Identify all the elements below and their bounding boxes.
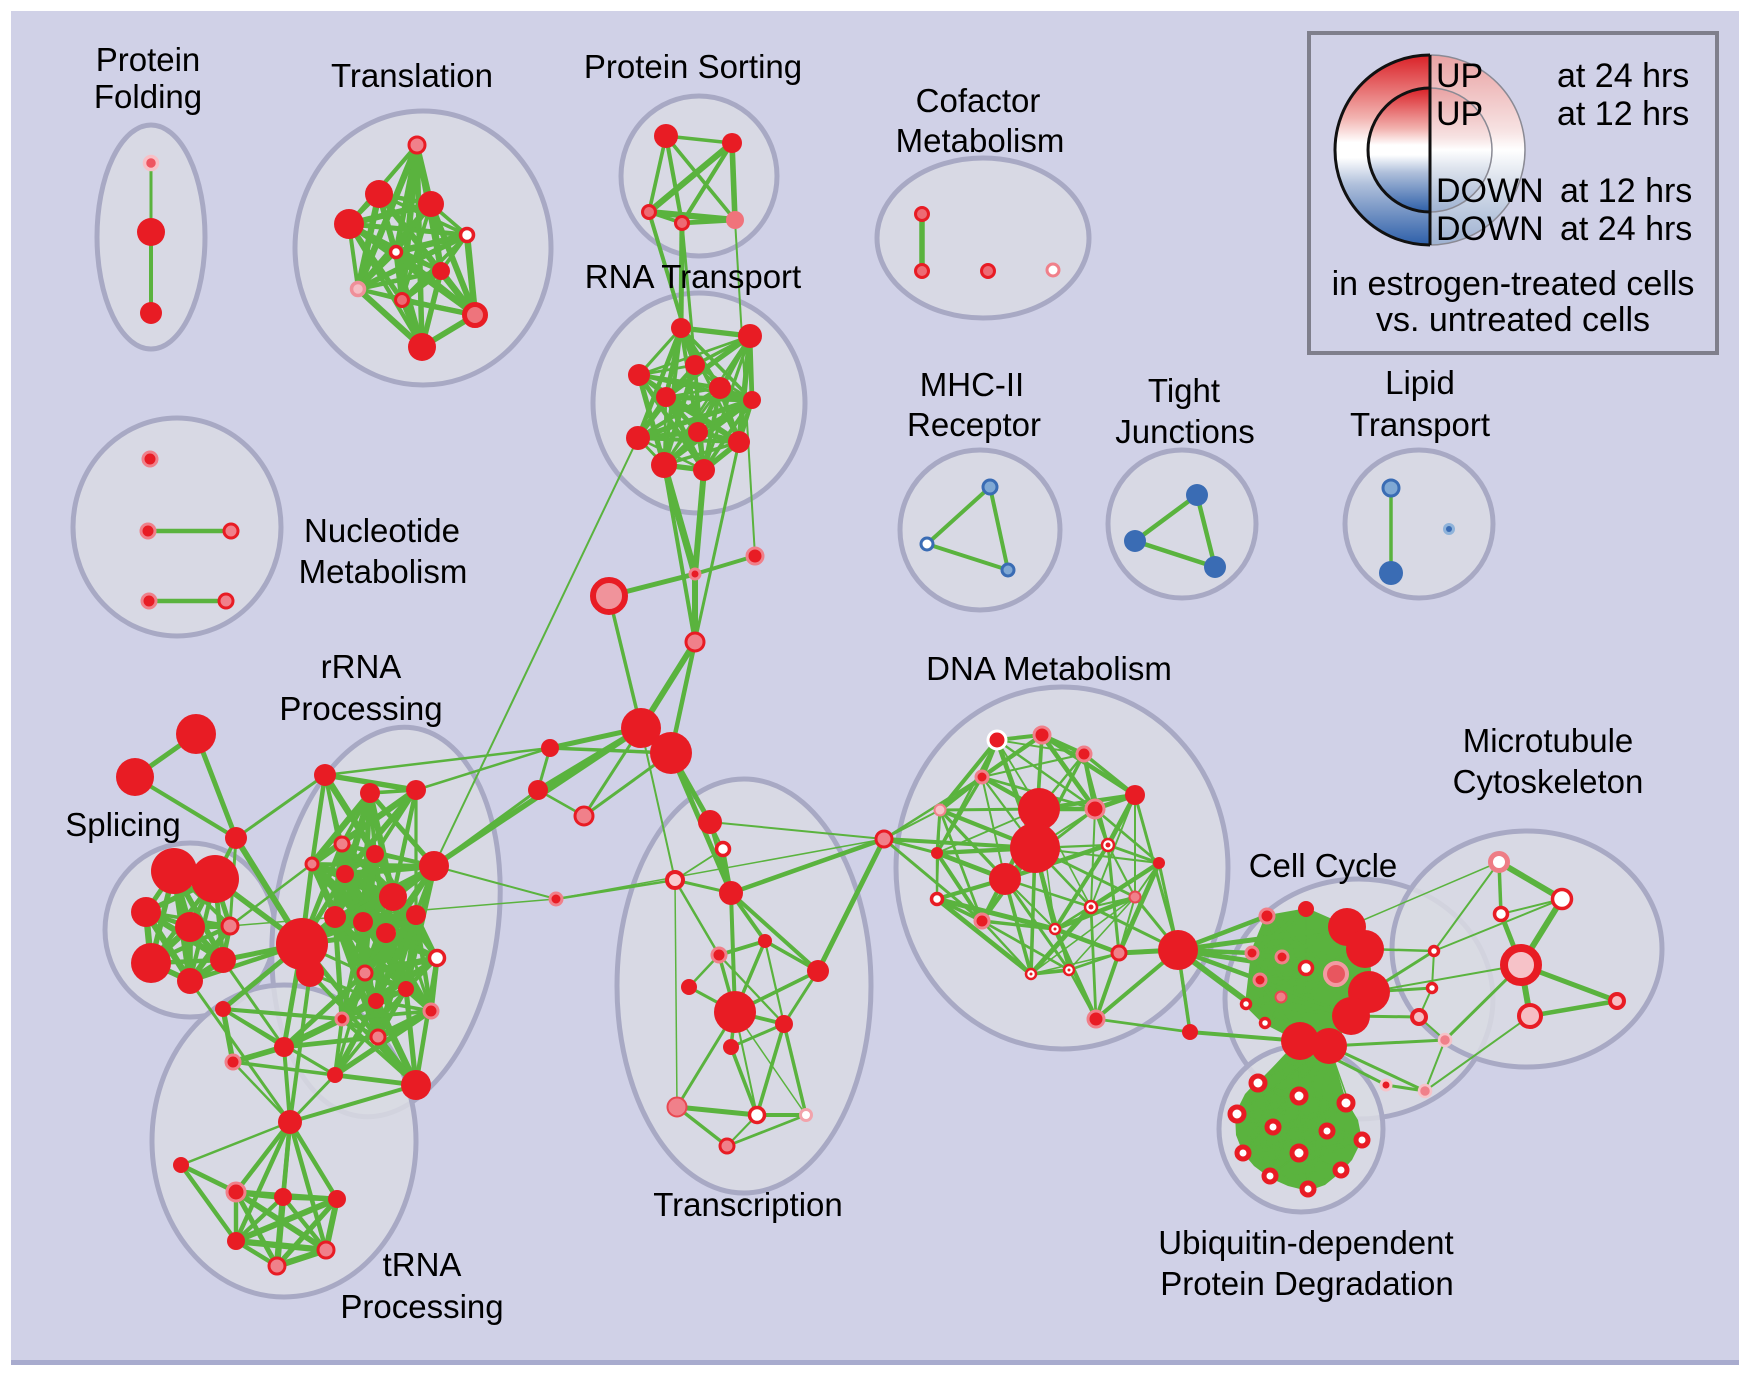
svg-text:Splicing: Splicing [65,806,181,843]
svg-text:at 24 hrs: at 24 hrs [1557,57,1689,95]
svg-text:Ubiquitin-dependent: Ubiquitin-dependent [1158,1224,1453,1261]
svg-text:Folding: Folding [94,78,202,115]
svg-text:DOWN: DOWN [1436,172,1544,210]
svg-text:MHC-II: MHC-II [920,366,1024,403]
svg-text:Translation: Translation [331,57,493,94]
svg-text:vs. untreated cells: vs. untreated cells [1376,301,1650,339]
svg-text:Lipid: Lipid [1385,364,1455,401]
svg-text:Metabolism: Metabolism [299,553,468,590]
svg-text:Nucleotide: Nucleotide [304,512,460,549]
svg-text:Cytoskeleton: Cytoskeleton [1453,763,1644,800]
svg-text:RNA Transport: RNA Transport [585,258,801,295]
svg-text:Processing: Processing [279,690,442,727]
svg-text:Junctions: Junctions [1115,413,1254,450]
svg-text:Tight: Tight [1148,372,1220,409]
svg-text:Cofactor: Cofactor [916,82,1041,119]
svg-text:Protein: Protein [96,41,201,78]
svg-text:at 24 hrs: at 24 hrs [1560,210,1692,248]
svg-text:Transcription: Transcription [653,1186,843,1223]
svg-text:Protein Sorting: Protein Sorting [584,48,802,85]
svg-text:Processing: Processing [340,1288,503,1325]
svg-text:tRNA: tRNA [383,1246,462,1283]
svg-text:at 12 hrs: at 12 hrs [1560,172,1692,210]
svg-text:in estrogen-treated cells: in estrogen-treated cells [1332,265,1695,303]
svg-text:rRNA: rRNA [321,648,402,685]
svg-text:Transport: Transport [1350,406,1490,443]
svg-text:UP: UP [1436,95,1483,133]
svg-text:Cell Cycle: Cell Cycle [1249,847,1398,884]
svg-text:at 12 hrs: at 12 hrs [1557,95,1689,133]
svg-text:Metabolism: Metabolism [896,122,1065,159]
svg-text:DNA Metabolism: DNA Metabolism [926,650,1172,687]
svg-text:DOWN: DOWN [1436,210,1544,248]
svg-text:UP: UP [1436,57,1483,95]
svg-text:Microtubule: Microtubule [1463,722,1634,759]
svg-text:Protein Degradation: Protein Degradation [1160,1265,1454,1302]
svg-text:Receptor: Receptor [907,406,1041,443]
